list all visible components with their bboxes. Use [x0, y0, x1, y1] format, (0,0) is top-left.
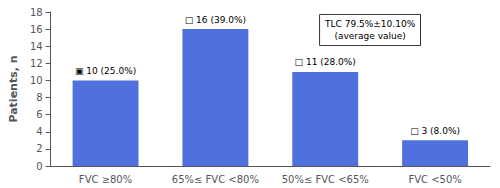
- svg-text:▣ 10 (25.0%): ▣ 10 (25.0%): [75, 66, 136, 76]
- svg-text:□ 11 (28.0%): □ 11 (28.0%): [295, 57, 356, 67]
- svg-text:8: 8: [36, 92, 42, 103]
- svg-text:18: 18: [30, 7, 43, 18]
- svg-text:10: 10: [30, 75, 43, 86]
- svg-text:FVC <50%: FVC <50%: [408, 174, 461, 185]
- svg-text:6: 6: [36, 109, 42, 120]
- svg-text:2: 2: [36, 143, 42, 154]
- svg-text:14: 14: [30, 41, 43, 52]
- svg-text:FVC ≥80%: FVC ≥80%: [79, 174, 132, 185]
- svg-text:□ 3 (8.0%): □ 3 (8.0%): [410, 126, 460, 136]
- svg-text:TLC 79.5%±10.10%: TLC 79.5%±10.10%: [324, 19, 416, 29]
- svg-text:□ 16 (39.0%): □ 16 (39.0%): [185, 15, 246, 25]
- svg-text:0: 0: [36, 161, 42, 172]
- svg-text:4: 4: [36, 126, 42, 137]
- svg-text:12: 12: [30, 58, 43, 69]
- svg-text:Patients, n: Patients, n: [7, 55, 20, 122]
- svg-text:65%≤ FVC <80%: 65%≤ FVC <80%: [172, 174, 259, 185]
- svg-text:50%≤ FVC <65%: 50%≤ FVC <65%: [282, 174, 369, 185]
- svg-text:16: 16: [30, 24, 43, 35]
- svg-text:(average value): (average value): [334, 31, 405, 41]
